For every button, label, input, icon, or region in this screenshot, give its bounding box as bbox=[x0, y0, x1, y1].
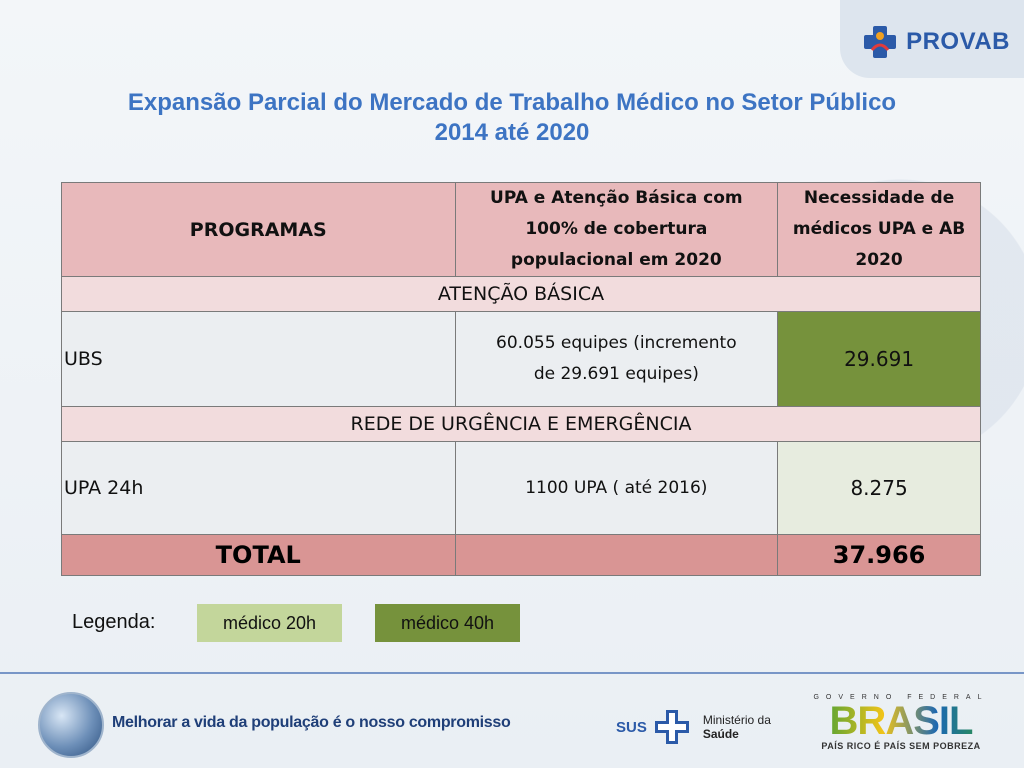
ubs-value: 29.691 bbox=[777, 311, 981, 407]
legend-label: Legenda: bbox=[72, 611, 156, 633]
sus-ministry-logo: SUS Ministério da Saúde bbox=[616, 708, 771, 746]
provab-logo: PROVAB bbox=[860, 24, 1010, 60]
globe-icon bbox=[38, 692, 104, 758]
brasil-slogan: PAÍS RICO É PAÍS SEM POBREZA bbox=[821, 741, 981, 751]
legend-item-20h: médico 20h bbox=[197, 604, 342, 642]
title-line-1: Expansão Parcial do Mercado de Trabalho … bbox=[127, 89, 897, 116]
header-programs: PROGRAMAS bbox=[61, 182, 456, 277]
sus-cross-icon bbox=[654, 710, 689, 744]
upa-value: 8.275 bbox=[777, 441, 981, 535]
table-row-total: TOTAL 37.966 bbox=[61, 534, 981, 576]
table-header-row: PROGRAMAS UPA e Atenção Básica com 100% … bbox=[61, 182, 981, 277]
total-value: 37.966 bbox=[777, 534, 981, 576]
page-title: Expansão Parcial do Mercado de Trabalho … bbox=[40, 88, 984, 148]
sus-label: SUS bbox=[616, 718, 647, 736]
legend-item-40h: médico 40h bbox=[375, 604, 520, 642]
section-row-atencao-basica: ATENÇÃO BÁSICA bbox=[61, 276, 981, 312]
gov-text: GOVERNO FEDERAL bbox=[813, 694, 989, 701]
upa-detail: 1100 UPA ( até 2016) bbox=[454, 441, 779, 535]
upa-label: UPA 24h bbox=[61, 441, 456, 535]
header-need: Necessidade de médicos UPA e AB 2020 bbox=[777, 182, 981, 277]
provab-wordmark: PROVAB bbox=[906, 28, 1010, 55]
ministry-text: Ministério da Saúde bbox=[702, 713, 771, 741]
table-row-upa: UPA 24h 1100 UPA ( até 2016) 8.275 bbox=[61, 441, 981, 535]
programs-table: PROGRAMAS UPA e Atenção Básica com 100% … bbox=[61, 182, 981, 576]
footer-slogan: Melhorar a vida da população é o nosso c… bbox=[112, 714, 511, 731]
provab-cross-icon bbox=[864, 26, 897, 58]
ubs-label: UBS bbox=[61, 311, 456, 407]
total-label: TOTAL bbox=[61, 534, 456, 576]
header-coverage: UPA e Atenção Básica com 100% de cobertu… bbox=[454, 182, 779, 277]
governo-federal-logo: GOVERNO FEDERAL BRASIL PAÍS RICO É PAÍS … bbox=[810, 694, 992, 751]
ubs-detail: 60.055 equipes (incremento de 29.691 equ… bbox=[454, 311, 779, 407]
footer-divider bbox=[0, 672, 1024, 674]
section-row-urgencia: REDE DE URGÊNCIA E EMERGÊNCIA bbox=[61, 406, 981, 442]
table-row-ubs: UBS 60.055 equipes (incremento de 29.691… bbox=[61, 311, 981, 407]
total-empty-cell bbox=[454, 534, 779, 576]
provab-header: PROVAB bbox=[840, 0, 1024, 78]
title-line-2: 2014 até 2020 bbox=[434, 119, 590, 146]
brasil-wordmark: BRASIL bbox=[810, 701, 992, 741]
